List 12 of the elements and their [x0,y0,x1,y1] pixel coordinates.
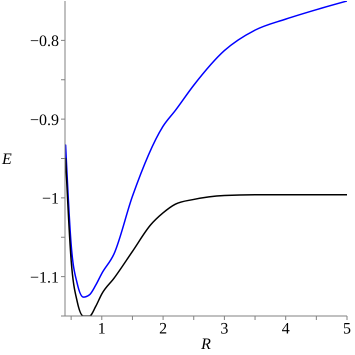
y-tick-label: −0.9 [30,112,59,129]
x-axis-title: R [200,336,212,353]
line-series [65,1,347,298]
y-axis-title: E [1,151,12,168]
y-tick-label: −0.8 [30,33,59,50]
x-tick-label: 3 [220,320,228,338]
y-tick-label: −1.1 [30,269,59,286]
x-tick-label: 4 [282,320,290,338]
y-tick-label: −1 [42,190,59,208]
x-tick-label: 1 [98,320,106,338]
x-tick-label: 2 [159,320,168,338]
x-tick-label: 5 [343,320,351,338]
